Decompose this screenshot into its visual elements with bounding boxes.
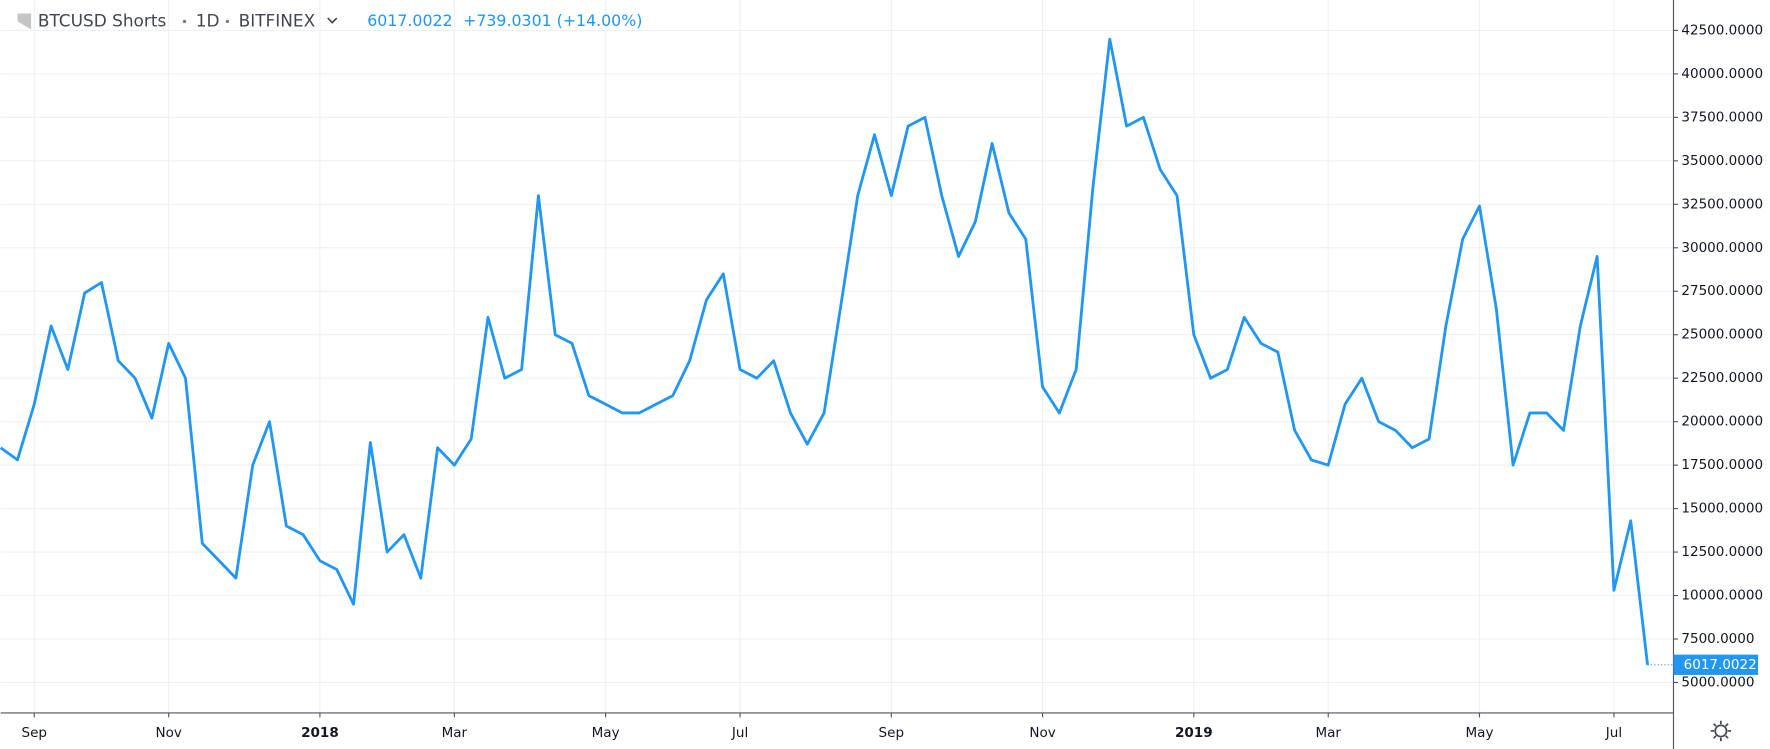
separator — [225, 19, 230, 24]
symbol: BTCUSD Shorts — [38, 10, 166, 30]
gear-teeth[interactable] — [1710, 720, 1732, 742]
y-tick-label: 32500.0000 — [1681, 196, 1763, 212]
y-tick-label: 10000.0000 — [1681, 588, 1763, 604]
y-tick-label: 17500.0000 — [1681, 457, 1763, 473]
legend: BTCUSD Shorts 1D BITFINEX 6017.0022 +739… — [17, 10, 642, 30]
y-tick-label: 40000.0000 — [1681, 66, 1763, 82]
y-tick-label: 27500.0000 — [1681, 283, 1763, 299]
y-tick-label: 20000.0000 — [1681, 414, 1763, 430]
x-tick-label: Jul — [731, 725, 748, 741]
series-line — [0, 37, 1649, 665]
x-tick-label: 2018 — [301, 725, 339, 741]
y-tick-label: 30000.0000 — [1681, 240, 1763, 256]
x-tick-label: May — [1466, 725, 1494, 741]
last-price-label: 6017.0022 — [1684, 657, 1757, 673]
x-tick-label: Jul — [1605, 725, 1622, 741]
y-tick-label: 35000.0000 — [1681, 153, 1763, 169]
x-tick-label: May — [592, 725, 620, 741]
dropdown-chevron[interactable] — [327, 17, 338, 24]
y-tick-label: 22500.0000 — [1681, 370, 1763, 386]
time-axis: Sep Nov 2018 Mar May Jul Sep Nov 2019 Mar May Jul — [22, 712, 1622, 741]
interval: 1D — [196, 10, 220, 30]
change: +739.0301 (+14.00%) — [463, 11, 642, 30]
separator — [182, 19, 187, 24]
x-tick-label: Nov — [1029, 725, 1055, 741]
settings-button[interactable] — [1710, 720, 1732, 742]
x-tick-label: Nov — [155, 725, 181, 741]
x-tick-label: Sep — [879, 725, 904, 741]
y-tick-label: 5000.0000 — [1681, 674, 1754, 690]
gear-icon[interactable] — [1714, 724, 1728, 738]
price-axis: 5000.0000 7500.0000 10000.0000 12500.0000 15… — [1673, 22, 1763, 690]
y-tick-label: 42500.0000 — [1681, 22, 1763, 38]
y-tick-label: 7500.0000 — [1681, 631, 1754, 647]
y-tick-label: 12500.0000 — [1681, 544, 1763, 560]
last-value: 6017.0022 — [367, 11, 452, 30]
y-tick-label: 25000.0000 — [1681, 327, 1763, 343]
x-tick-label: Mar — [1315, 725, 1341, 741]
grid — [0, 0, 1674, 713]
exchange[interactable]: BITFINEX — [239, 10, 316, 30]
y-tick-label: 15000.0000 — [1681, 501, 1763, 517]
x-tick-label: Sep — [22, 725, 47, 741]
x-tick-label: Mar — [442, 725, 468, 741]
symbol-icon — [17, 13, 32, 30]
plot-area — [0, 37, 1674, 666]
y-tick-label: 37500.0000 — [1681, 109, 1763, 125]
last-price-tag — [1673, 654, 1759, 675]
x-tick-label: 2019 — [1175, 725, 1213, 741]
